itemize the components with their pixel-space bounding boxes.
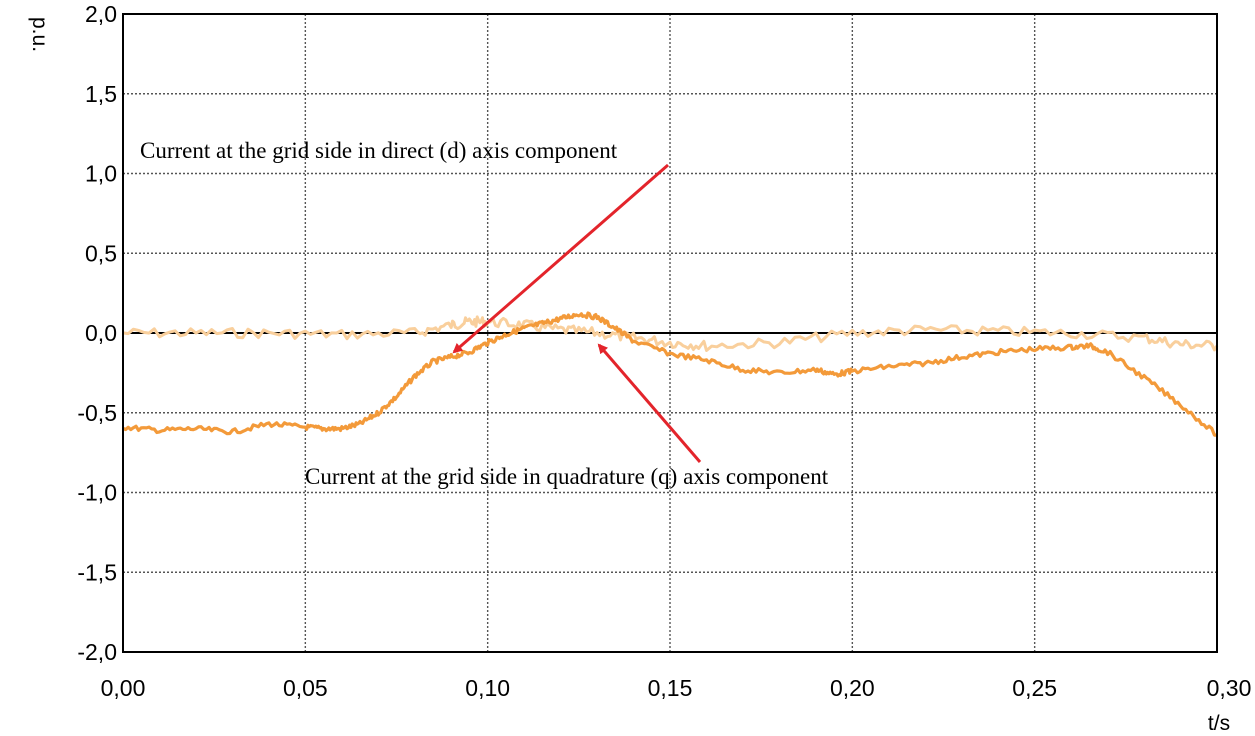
annotations: Current at the grid side in direct (d) a… [140,138,829,489]
annotation-arrow-d [452,163,669,354]
y-tick-label: 1,5 [85,81,117,107]
x-tick-label: 0,15 [648,675,693,701]
annotation-q-axis-label: Current at the grid side in quadrature (… [305,464,829,489]
y-axis-label: p.u. [28,17,51,52]
y-tick-label: 2,0 [85,1,117,27]
x-tick-label: 0,10 [465,675,510,701]
series-line-q-axis [122,315,1219,352]
x-tick-labels: 0,00 0,05 0,10 0,15 0,20 0,25 0,30 [101,675,1252,701]
x-tick-label: 0,30 [1207,675,1252,701]
y-tick-label: 1,0 [85,161,117,187]
x-tick-label: 0,00 [101,675,146,701]
y-tick-label: -0,5 [77,400,117,426]
y-tick-label: -2,0 [77,639,117,665]
annotation-d-axis-label: Current at the grid side in direct (d) a… [140,138,618,163]
series-line-d-axis [122,311,1217,437]
y-tick-label: -1,5 [77,559,117,585]
annotation-arrow-q [597,343,702,463]
x-tick-label: 0,05 [283,675,328,701]
x-tick-label: 0,20 [830,675,875,701]
series-layer [122,311,1219,437]
y-tick-label: 0,5 [85,240,117,266]
y-tick-labels: 2,0 1,5 1,0 0,5 0,0 -0,5 -1,0 -1,5 -2,0 [77,1,117,665]
x-tick-label: 0,25 [1012,675,1057,701]
plot-frame [122,13,1218,653]
x-axis-label: t/s [1208,712,1230,735]
y-tick-label: -1,0 [77,480,117,506]
y-tick-label: 0,0 [85,320,117,346]
